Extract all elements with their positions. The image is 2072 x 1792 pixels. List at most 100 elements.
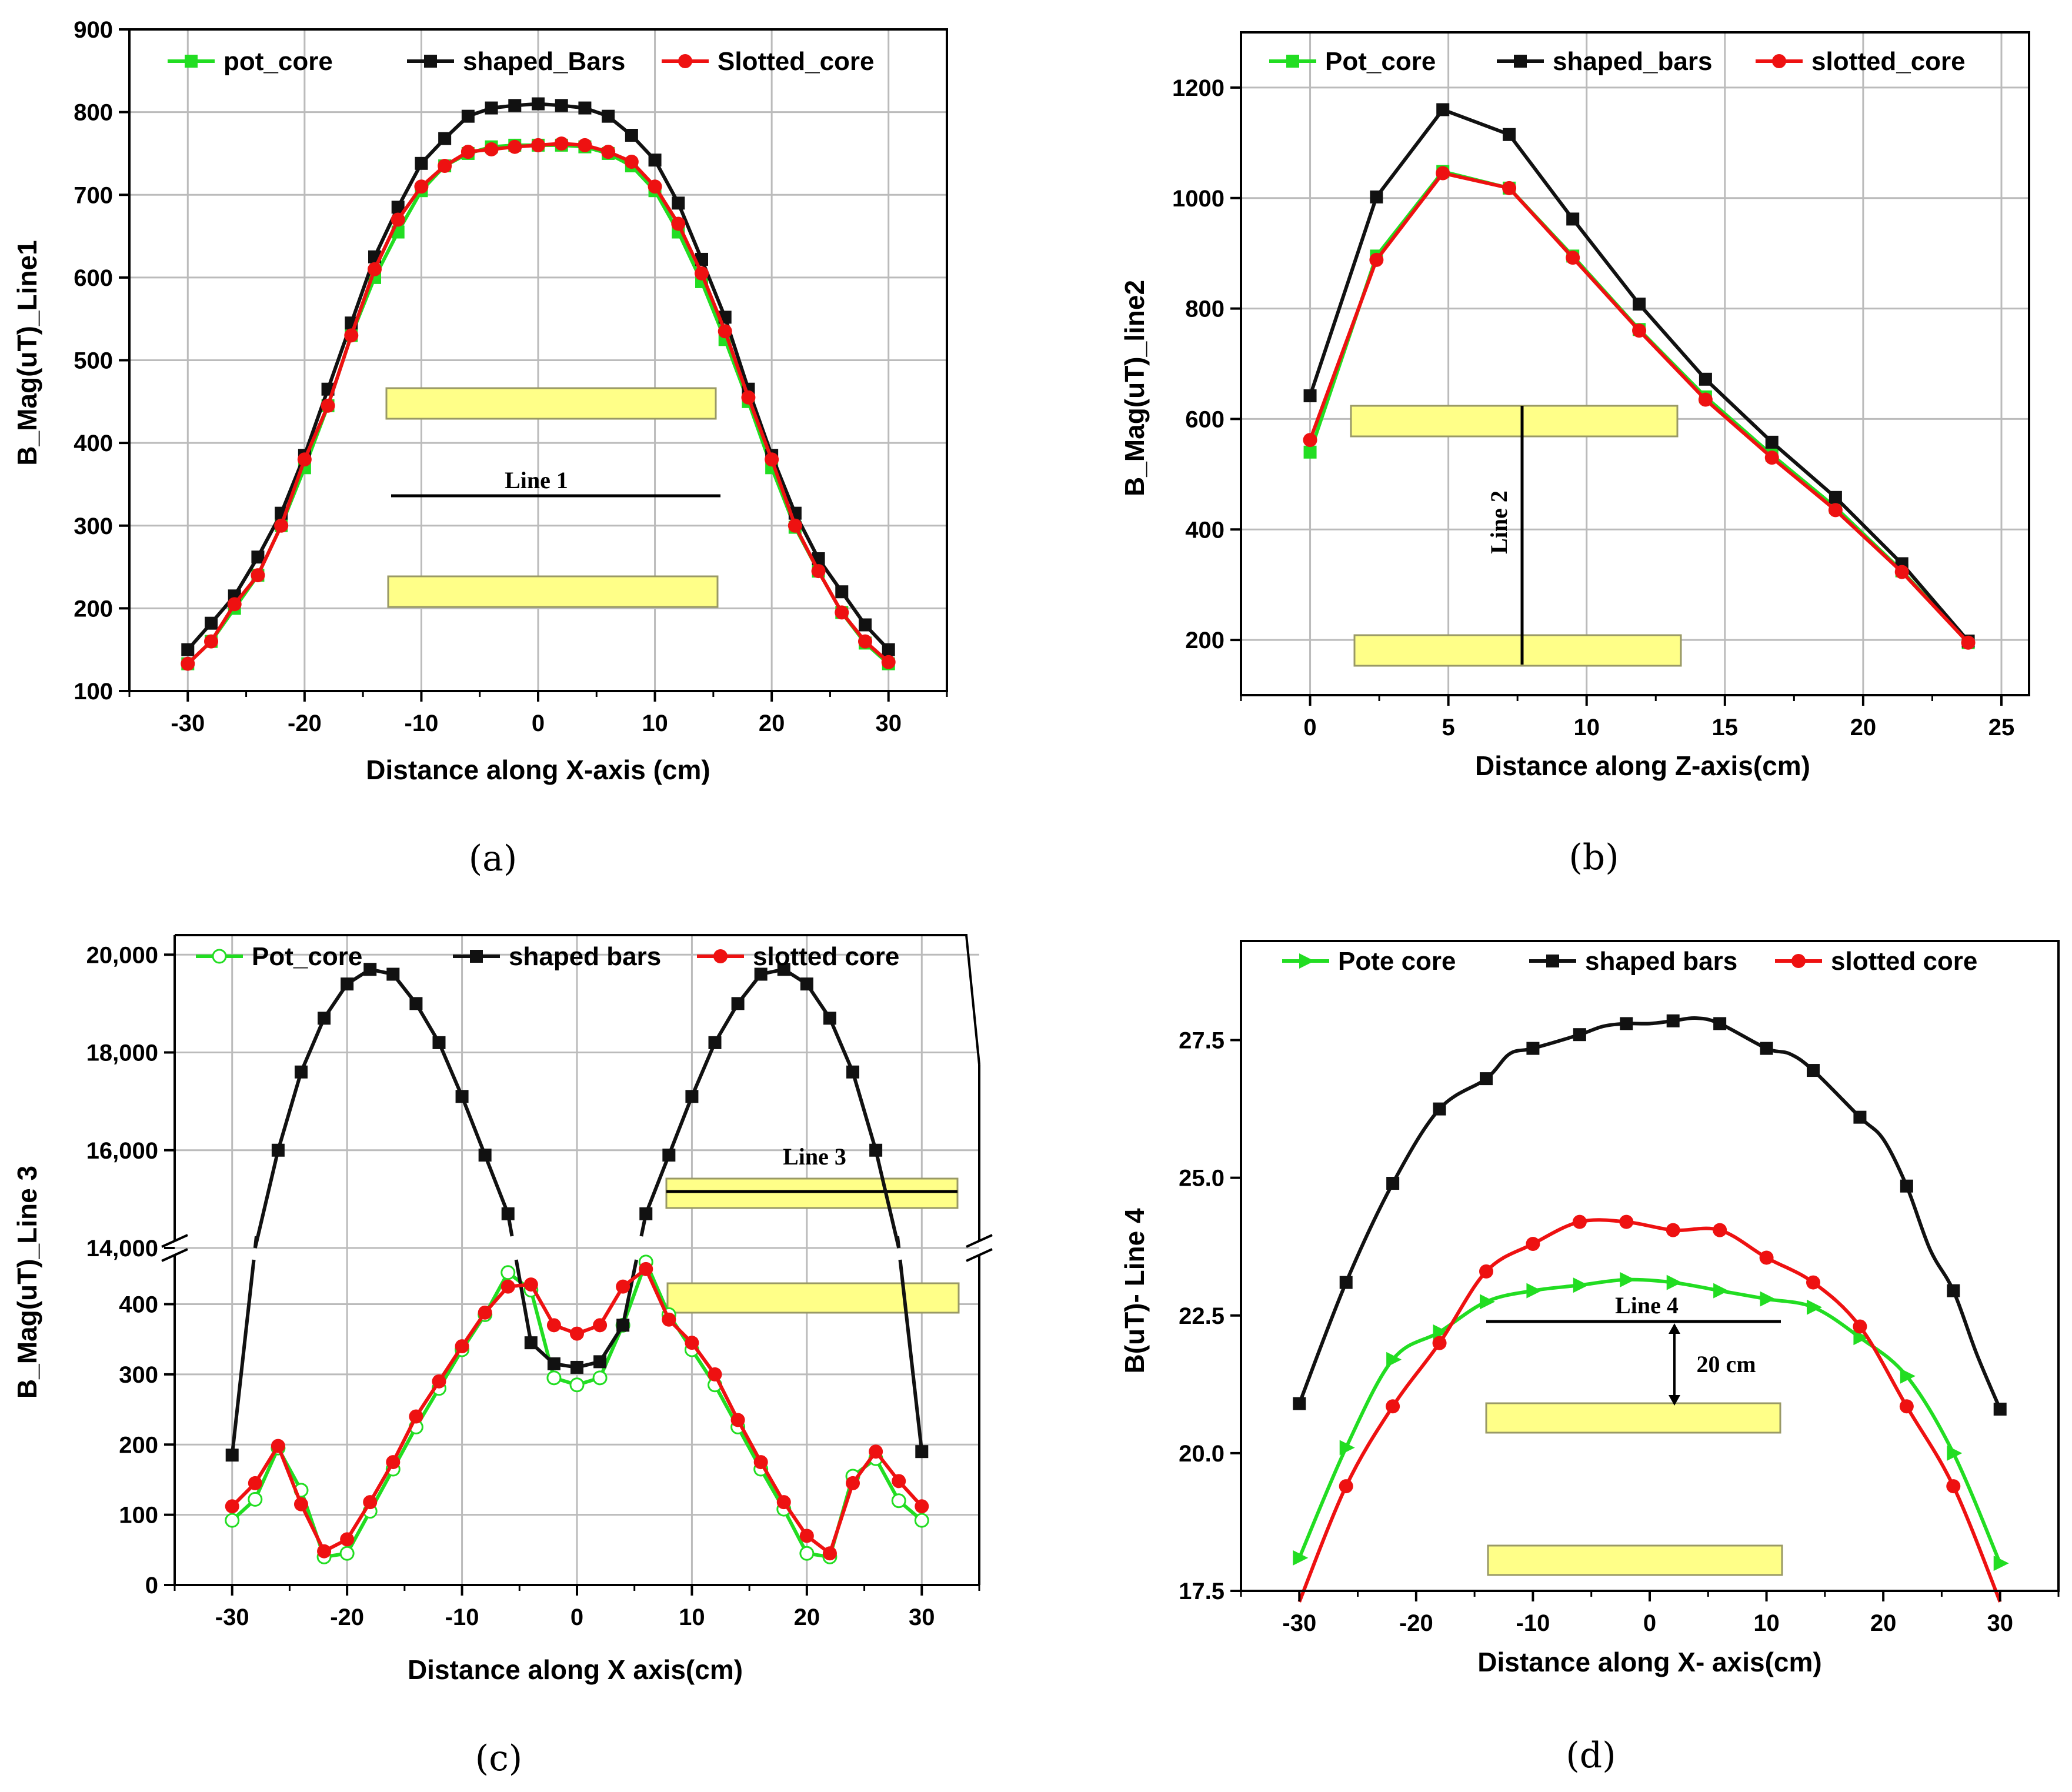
- panel-a-xtick-label-3: 0: [532, 710, 545, 736]
- panel-b-xtick-label-4: 20: [1850, 715, 1877, 740]
- panel-d-legend-marker-2: [1791, 954, 1806, 968]
- panel-a-series-2-point-5: [297, 452, 312, 467]
- panel-a-series-2-point-2: [227, 597, 242, 612]
- panel-c-series-2-point-3: [293, 1497, 308, 1511]
- panel-c-series-1-seg-9: [437, 1042, 464, 1097]
- panel-c-series-1-point-10: [455, 1090, 469, 1103]
- panel-c-series-0-point-15: [569, 1377, 585, 1393]
- panel-b-legend-marker-1: [1514, 55, 1527, 68]
- panel-c-ytick-lo-label-3: 300: [119, 1362, 158, 1388]
- panel-d-caption: (d): [1566, 1735, 1616, 1776]
- panel-d-series-0-point-9: [1713, 1283, 1729, 1299]
- panel-d-series-2-point-13: [1899, 1399, 1914, 1414]
- panel-a-series-1-point-12: [461, 109, 475, 123]
- panel-d-xtick-label-6: 30: [1987, 1610, 2013, 1636]
- panel-a-ytick-label-8: 900: [74, 17, 113, 43]
- panel-a-series-2-point-27: [811, 564, 826, 579]
- panel-c-series-1-point-21: [708, 1036, 722, 1049]
- panel-b-legend-marker-2: [1772, 54, 1786, 68]
- panel-d-legend-label-2: slotted core: [1831, 947, 1977, 976]
- panel-a-series-2-point-0: [181, 656, 195, 671]
- panel-c-series-2-point-24: [776, 1495, 791, 1510]
- panel-c-series-2-point-0: [225, 1499, 239, 1514]
- panel-c-series-1-point-22: [731, 997, 745, 1010]
- panel-c-break-mark-left-1: [161, 1234, 188, 1248]
- panel-a-series-1-point-11: [438, 132, 452, 145]
- panel-d-series-0-point-14: [1947, 1445, 1963, 1461]
- panel-c-series-1-point-5: [341, 977, 354, 991]
- panel-c-series-1-point-15: [570, 1360, 583, 1374]
- panel-c-legend-marker-2: [713, 949, 728, 963]
- panel-b-ytick-label-1: 400: [1185, 517, 1224, 543]
- panel-c-series-2-point-30: [915, 1499, 929, 1514]
- panel-a-series-1-point-19: [625, 129, 638, 142]
- panel-d-ytick-label-1: 20.0: [1179, 1441, 1224, 1467]
- panel-c-ytick-hi-label-0: 14,000: [86, 1236, 158, 1262]
- panel-a-xtick-label-1: -20: [288, 710, 322, 736]
- panel-a-xtick-label-5: 20: [759, 710, 785, 736]
- panel-b-series-1-point-2: [1436, 103, 1450, 116]
- panel-c-series-1-point-9: [432, 1036, 446, 1049]
- panel-a-caption: (a): [469, 838, 518, 879]
- panel-c-xtick-label-2: -10: [445, 1604, 479, 1630]
- panel-b-caption: (b): [1569, 837, 1619, 878]
- panel-c-series-2-point-7: [386, 1455, 401, 1470]
- panel-b-core-bar-0: [1350, 405, 1679, 438]
- panel-c-ytick-hi-label-3: 20,000: [86, 942, 158, 968]
- panel-c-series-2-point-11: [478, 1305, 492, 1320]
- panel-a-series-2-point-20: [648, 179, 662, 194]
- panel-b-legend-label-0: Pot_core: [1325, 47, 1436, 76]
- panel-a-xtick-label-0: -30: [171, 710, 205, 736]
- panel-a-series-2-point-14: [508, 139, 522, 154]
- panel-c-series-2-point-20: [685, 1336, 699, 1350]
- panel-d-series-1-point-0: [1293, 1397, 1306, 1410]
- panel-c-series-1-seg-0b: [230, 1259, 256, 1456]
- panel-c-series-1-seg-18: [644, 1154, 671, 1214]
- panel-a-series-1-point-21: [672, 196, 685, 210]
- panel-c-series-1-point-19: [662, 1149, 676, 1162]
- panel-c-series-0-point-0: [225, 1513, 240, 1528]
- panel-b-ytick-label-5: 1200: [1172, 75, 1224, 101]
- panel-a-core-bar-0: [385, 387, 717, 420]
- panel-d-series-0-point-10: [1760, 1291, 1776, 1307]
- panel-b-series-1-point-0: [1303, 389, 1317, 402]
- panel-b-xlabel: Distance along Z-axis(cm): [1475, 750, 1810, 781]
- panel-b-series-1-point-5: [1633, 298, 1646, 311]
- panel-d-series-0-point-6: [1573, 1277, 1589, 1293]
- panel-d-series-1-point-9: [1620, 1017, 1633, 1030]
- panel-c-series-1-seg-11: [483, 1154, 510, 1214]
- panel-c-core-bar-1: [666, 1282, 960, 1314]
- panel-d-arrow-head-down: [1669, 1395, 1680, 1406]
- panel-a-legend-label-1: shaped_Bars: [463, 47, 625, 76]
- panel-c-series-2-point-18: [639, 1262, 653, 1276]
- panel-d-xlabel: Distance along X- axis(cm): [1477, 1647, 1821, 1677]
- panel-c-annotation: Line 3: [783, 1143, 846, 1170]
- panel-c-series-1-seg-29a: [895, 1236, 901, 1249]
- panel-d-xtick-label-0: -30: [1282, 1610, 1316, 1636]
- panel-d-xtick-label-4: 10: [1753, 1610, 1780, 1636]
- panel-b-series-2-point-3: [1502, 181, 1517, 195]
- panel-a-series-1-point-13: [485, 101, 498, 115]
- panel-d-series-2-point-5: [1526, 1237, 1540, 1252]
- panel-d-series-0-point-2: [1386, 1351, 1402, 1367]
- panel-a-series-1-point-16: [555, 99, 568, 112]
- panel-d-xtick-label-5: 20: [1870, 1610, 1897, 1636]
- panel-b-series-1-point-1: [1370, 190, 1383, 203]
- panel-b-series-2-point-4: [1566, 251, 1580, 265]
- panel-c-legend-label-1: shaped bars: [509, 942, 661, 971]
- panel-d-series-2-point-6: [1572, 1214, 1587, 1229]
- panel-d-xtick-label-2: -10: [1516, 1610, 1550, 1636]
- panel-a-annotation: Line 1: [505, 467, 568, 493]
- panel-c-series-1-point-0: [225, 1449, 239, 1462]
- panel-d-arrow-head-up: [1669, 1323, 1680, 1334]
- panel-c-series-1-seg-17b: [621, 1259, 639, 1326]
- panel-b-axes-frame: [1240, 31, 2030, 696]
- panel-c-ytick-lo-label-4: 400: [119, 1292, 158, 1318]
- panel-c-series-0-point-5: [339, 1546, 355, 1561]
- panel-a-series-2-point-22: [695, 266, 709, 281]
- panel-c-series-1-seg-19: [667, 1096, 694, 1156]
- panel-a-series-2-point-6: [321, 398, 335, 413]
- panel-a-series-2-point-28: [835, 605, 849, 620]
- panel-d-axes-frame: [1240, 940, 2060, 1592]
- panel-a-xtick-label-4: 10: [642, 710, 668, 736]
